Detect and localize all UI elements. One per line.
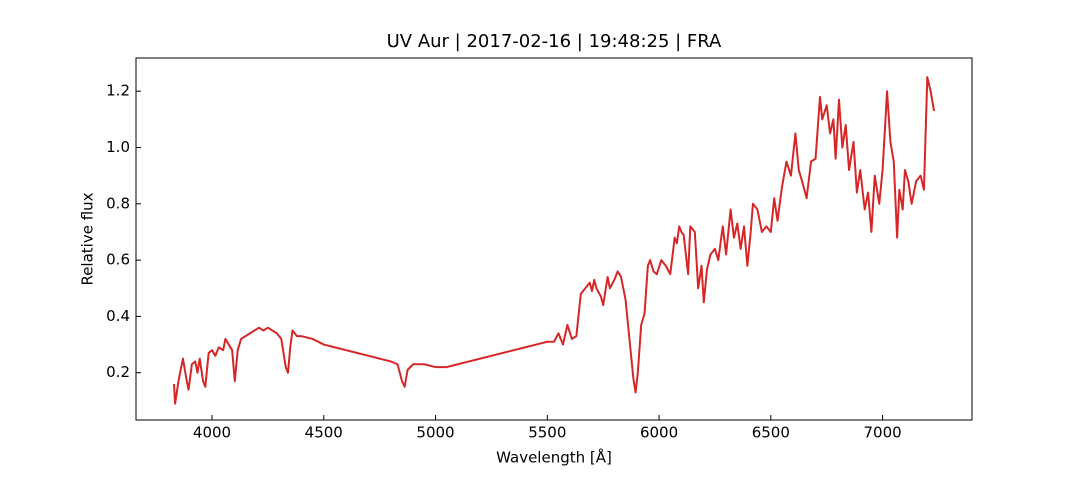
- y-tick-label: 1.0: [106, 138, 130, 156]
- chart-title: UV Aur | 2017-02-16 | 19:48:25 | FRA: [387, 31, 722, 52]
- x-tick-label: 6000: [640, 424, 678, 442]
- plot-frame: [135, 57, 973, 421]
- y-tick-label: 0.2: [106, 363, 130, 381]
- x-tick-label: 5000: [416, 424, 454, 442]
- x-tick-label: 7000: [863, 424, 901, 442]
- y-tick-label: 0.6: [106, 251, 130, 269]
- x-tick-label: 4500: [305, 424, 343, 442]
- x-axis-label: Wavelength [Å]: [496, 448, 612, 467]
- x-tick-label: 6500: [752, 424, 790, 442]
- y-tick-label: 0.8: [106, 194, 130, 212]
- x-tick-label: 4000: [193, 424, 231, 442]
- x-tick-label: 5500: [528, 424, 566, 442]
- y-tick-label: 0.4: [106, 307, 130, 325]
- spectrum-line: [173, 76, 935, 405]
- y-axis-label: Relative flux: [79, 192, 97, 285]
- y-tick-label: 1.2: [106, 82, 130, 100]
